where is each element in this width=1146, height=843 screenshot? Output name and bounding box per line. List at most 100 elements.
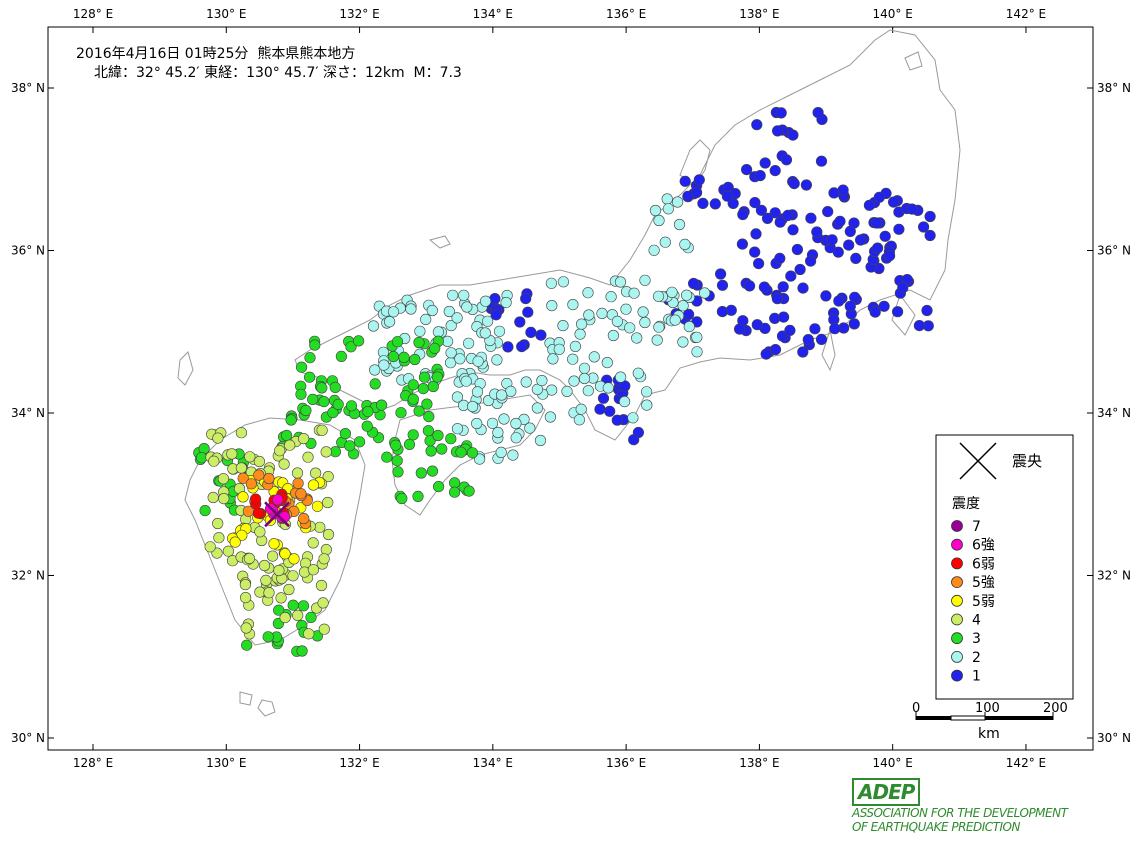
station-dot [749, 197, 761, 209]
station-dot [893, 223, 905, 235]
station-dot [510, 432, 522, 444]
station-dot [669, 314, 681, 326]
lon-label-bottom-140: 140° E [873, 756, 913, 770]
station-dot [648, 244, 660, 256]
station-dot [445, 347, 457, 359]
station-dot [309, 339, 321, 351]
station-dot [429, 342, 441, 355]
station-dot [454, 353, 466, 365]
legend-label-8: 1 [972, 669, 981, 685]
station-dot [390, 439, 402, 451]
station-dot [618, 396, 631, 408]
station-dot [651, 334, 663, 346]
station-dot [844, 225, 856, 237]
adep-logo-line1: ASSOCIATION FOR THE DEVELOPMENT [852, 806, 1068, 820]
station-dot [239, 578, 251, 591]
station-dot [305, 611, 317, 624]
lat-label-left-34: 34° N [11, 406, 45, 420]
station-dot [369, 378, 381, 390]
station-dot [557, 276, 570, 288]
station-dot [298, 512, 310, 525]
station-dot [213, 532, 225, 544]
station-dot [335, 350, 348, 363]
station-dot [463, 485, 475, 497]
station-dot [652, 290, 665, 302]
station-dot [921, 304, 933, 317]
lon-label-top-130: 130° E [206, 7, 246, 21]
station-dot [743, 280, 756, 292]
lat-label-left-36: 36° N [11, 244, 45, 258]
station-dot [398, 351, 410, 364]
station-dot [376, 399, 388, 411]
station-dot [297, 600, 310, 612]
station-dot [436, 443, 448, 455]
station-dot [594, 403, 606, 415]
lat-label-right-30: 30° N [1097, 731, 1131, 745]
station-dot [680, 289, 693, 301]
station-dot [721, 190, 734, 202]
station-dot [740, 164, 753, 176]
station-dot [794, 263, 806, 276]
station-dot [460, 375, 472, 387]
station-dot [322, 471, 334, 483]
station-dot [482, 315, 494, 327]
station-dot [662, 203, 675, 215]
station-dot [659, 236, 671, 248]
station-dot [639, 316, 651, 329]
station-dot [516, 341, 528, 353]
station-dot [811, 226, 823, 238]
station-dot [258, 559, 271, 572]
legend-label-2: 6弱 [972, 556, 995, 572]
station-dot [561, 385, 573, 398]
station-dot [447, 289, 459, 301]
scale-unit: km [978, 726, 1000, 742]
station-dot [869, 306, 881, 318]
station-dot [782, 209, 794, 221]
station-dot [544, 411, 557, 423]
station-dot [776, 330, 789, 342]
legend-swatch-5 [951, 613, 963, 626]
station-dot [759, 157, 771, 169]
station-dot [253, 455, 265, 468]
scale-bar-left [916, 716, 951, 720]
station-dot [771, 293, 784, 305]
station-dot [514, 316, 526, 328]
station-dot [474, 453, 486, 465]
station-dot [815, 333, 828, 346]
station-dot [367, 320, 380, 332]
station-dot [405, 303, 417, 315]
station-dot [196, 452, 208, 464]
station-dot [632, 367, 644, 379]
station-dot [260, 574, 272, 587]
station-dot [353, 335, 365, 347]
legend-swatch-3 [951, 576, 963, 588]
station-dot [229, 536, 241, 548]
legend-epicenter-label: 震央 [1012, 452, 1042, 470]
station-dot [891, 306, 904, 318]
station-dot [345, 341, 357, 353]
station-dot [582, 287, 594, 299]
station-dot [407, 429, 419, 441]
station-dot [673, 218, 686, 231]
station-dot [777, 281, 789, 293]
station-dot [611, 315, 624, 328]
station-dot [769, 344, 782, 356]
station-dot [243, 552, 255, 565]
station-dot [785, 270, 797, 282]
station-dot [871, 217, 883, 229]
station-dot [924, 229, 936, 242]
station-dot [714, 268, 727, 280]
station-dot [640, 386, 653, 398]
station-dot [218, 493, 230, 505]
station-dot [407, 393, 419, 405]
station-dot [524, 422, 536, 434]
station-dot [480, 295, 492, 307]
legend-label-3: 5強 [972, 575, 995, 591]
tanegashima-island [257, 699, 276, 717]
station-dot [300, 404, 312, 417]
station-dot [547, 353, 559, 365]
station-dot [751, 119, 763, 131]
station-dot [568, 375, 580, 387]
station-dot [275, 592, 287, 604]
